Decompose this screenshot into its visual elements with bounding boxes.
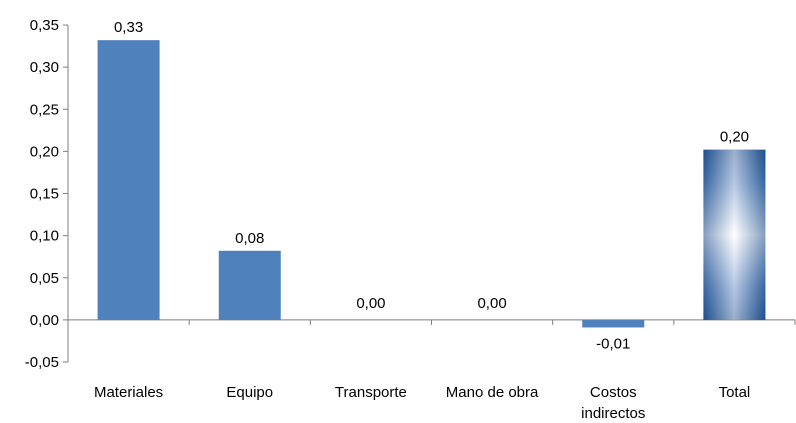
y-tick-label: 0,05 bbox=[30, 270, 59, 287]
y-tick-label: 0,10 bbox=[30, 228, 59, 245]
bar-highlight bbox=[703, 149, 766, 320]
bar bbox=[97, 40, 160, 320]
data-label: 0,00 bbox=[356, 295, 385, 312]
y-tick-label: 0,35 bbox=[30, 17, 59, 34]
data-label: 0,08 bbox=[235, 230, 264, 247]
data-labels: 0,33 0,08 0,00 0,00 -0,01 0,20 bbox=[114, 19, 749, 352]
y-axis: -0,05 0,00 0,05 0,10 0,15 0,20 0,25 0,30 0,35 bbox=[25, 17, 69, 371]
y-tick-label: 0,25 bbox=[30, 101, 59, 118]
x-tick-label: Costos indirectos bbox=[581, 384, 645, 422]
y-tick-label: 0,30 bbox=[30, 59, 59, 76]
x-tick-label: Transporte bbox=[335, 384, 407, 401]
x-tick-label: Mano de obra bbox=[446, 384, 539, 401]
x-tick-label: Equipo bbox=[226, 384, 273, 401]
y-tick-label: 0,20 bbox=[30, 143, 59, 160]
y-tick-label: 0,00 bbox=[30, 312, 59, 329]
bars bbox=[97, 40, 766, 328]
y-tick-label: 0,15 bbox=[30, 186, 59, 203]
bar bbox=[218, 250, 281, 320]
bar bbox=[582, 319, 645, 328]
data-label: 0,20 bbox=[720, 129, 749, 146]
y-tick-label: -0,05 bbox=[25, 354, 59, 371]
data-label: 0,00 bbox=[477, 295, 506, 312]
x-tick-label: Materiales bbox=[94, 384, 163, 401]
x-axis: Materiales Equipo Transporte Mano de obra Co… bbox=[68, 319, 796, 422]
data-label: -0,01 bbox=[596, 335, 630, 352]
x-tick-label: Total bbox=[719, 384, 751, 401]
data-label: 0,33 bbox=[114, 19, 143, 36]
